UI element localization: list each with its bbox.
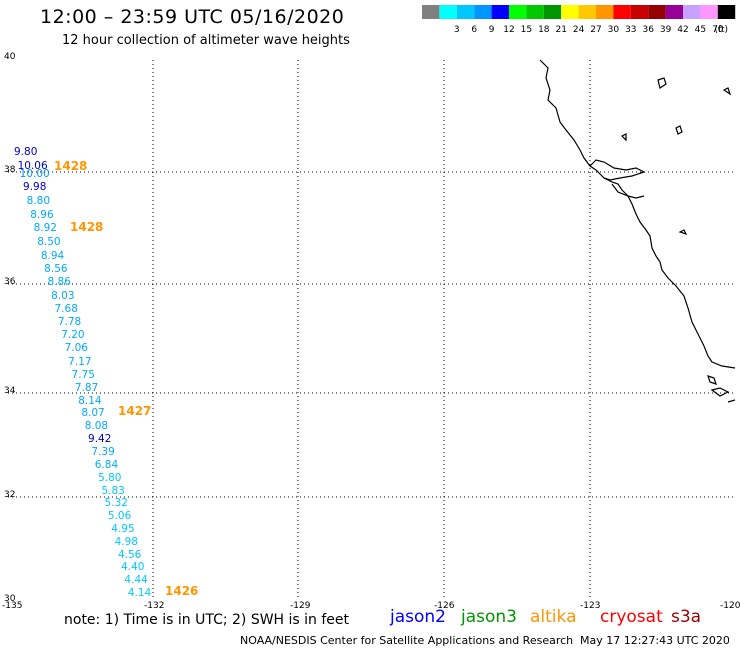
legend-swatch [509, 5, 527, 19]
legend-tick-label: 12 [503, 25, 514, 35]
wave-height-value: 4.44 [124, 574, 148, 586]
legend-tick-label: 21 [555, 25, 566, 35]
wave-height-value: 9.80 [14, 146, 38, 158]
wave-height-value: 8.50 [37, 236, 61, 248]
credit-text: NOAA/NESDIS Center for Satellite Applica… [240, 634, 574, 647]
wave-height-value: 8.86 [47, 276, 71, 288]
legend-unit: (ft) [714, 25, 728, 35]
wave-height-value: 4.95 [111, 523, 135, 535]
wave-height-value: 8.03 [51, 290, 75, 302]
legend-tick-label: 70 [712, 25, 724, 35]
longitude-label: -129 [290, 601, 311, 611]
page-subtitle: 12 hour collection of altimeter wave hei… [62, 33, 350, 48]
wave-height-value: 4.56 [117, 549, 142, 561]
wave-height-value: 8.80 [26, 195, 51, 207]
legend-swatch [439, 5, 457, 19]
satellite-label-jason2: jason2 [390, 607, 446, 627]
latitude-label: 38 [4, 165, 16, 175]
legend-tick-label: 30 [608, 25, 620, 35]
wave-height-value: 8.14 [78, 395, 102, 407]
legend-swatch [526, 5, 544, 19]
legend-swatch [596, 5, 614, 19]
legend-swatch [456, 5, 475, 19]
footer-note: note: 1) Time is in UTC; 2) SWH is in fe… [64, 612, 350, 628]
wave-height-value: 5.06 [107, 510, 132, 522]
satellite-label-s3a: s3a [671, 607, 702, 627]
satellite-label-cryosat: cryosat [600, 607, 663, 627]
wave-height-value: 7.17 [68, 356, 92, 368]
legend-swatch [543, 5, 562, 19]
longitude-label: -126 [434, 601, 455, 611]
legend-swatch [700, 5, 718, 19]
legend-tick-label: 45 [695, 25, 706, 35]
pass-time-label: 1426 [165, 584, 199, 598]
wave-height-value: 5.32 [104, 497, 128, 509]
latitude-label: 32 [4, 490, 16, 500]
legend-tick-label: 33 [625, 25, 636, 35]
wave-height-value: 7.75 [71, 369, 95, 381]
wave-height-value: 8.08 [84, 420, 109, 432]
latitude-label: 30 [4, 594, 16, 604]
wave-height-value: 8.96 [30, 209, 54, 221]
wave-height-value: 5.80 [98, 472, 122, 484]
longitude-label: -132 [144, 601, 165, 611]
legend-tick-label: 15 [521, 25, 532, 35]
wave-height-value: 5.83 [101, 485, 125, 497]
legend-swatch [665, 5, 683, 19]
longitude-label: -123 [580, 601, 601, 611]
legend-tick-label: 3 [454, 25, 460, 35]
wave-height-value: 7.20 [61, 329, 85, 341]
legend-tick-label: 36 [642, 25, 654, 35]
wave-height-value: 8.92 [33, 222, 57, 234]
generation-timestamp: May 17 12:27:43 UTC 2020 [580, 634, 730, 647]
legend-swatch [422, 5, 440, 19]
legend-swatch [491, 5, 509, 19]
wave-height-value: 4.14 [127, 587, 152, 599]
wave-height-value: 8.94 [40, 250, 65, 262]
legend-tick-label: 9 [489, 25, 495, 35]
wave-height-value: 9.98 [23, 181, 47, 193]
legend-swatch [613, 5, 631, 19]
legend-swatch [683, 5, 701, 19]
legend-tick-label: 27 [590, 25, 601, 35]
legend-swatch [717, 5, 736, 19]
satellite-label-altika: altika [530, 607, 577, 627]
wave-height-value: 10.00 [19, 168, 50, 180]
wave-height-value: 6.84 [94, 459, 119, 471]
coastline [539, 59, 736, 403]
wave-height-value: 7.78 [57, 316, 82, 328]
wave-height-value: 8.56 [44, 263, 68, 275]
wave-height-value: 9.42 [88, 433, 112, 445]
pass-time-label: 1428 [70, 220, 104, 234]
satellite-label-jason3: jason3 [461, 607, 517, 627]
longitude-label: -135 [2, 601, 23, 611]
color-legend: 3 6 9 12 15 18 21 24 27 30 33 36 39 42 45 70(ft) [422, 5, 736, 35]
legend-tick-label: 6 [471, 25, 477, 35]
wave-height-value: 7.06 [64, 342, 88, 354]
page-title: 12:00 – 23:59 UTC 05/16/2020 [40, 6, 345, 28]
latitude-label: 40 [4, 52, 16, 62]
wave-height-value: 7.87 [74, 382, 99, 394]
wave-height-value: 4.40 [121, 561, 145, 573]
latitude-label: 36 [4, 277, 16, 287]
wave-height-value: 4.98 [114, 536, 138, 548]
legend-tick-label: 18 [538, 25, 550, 35]
legend-swatch [630, 5, 649, 19]
legend-swatch [561, 5, 579, 19]
wave-height-value: 7.39 [91, 446, 115, 458]
longitude-label: -120 [720, 601, 740, 611]
latitude-label: 34 [4, 386, 16, 396]
wave-height-value: 10.06 [17, 160, 48, 172]
legend-swatch [578, 5, 596, 19]
legend-swatch [474, 5, 492, 19]
legend-tick-label: 39 [660, 25, 672, 35]
legend-tick-label: 24 [573, 25, 585, 35]
wave-height-value: 8.07 [81, 407, 105, 419]
pass-time-label: 1427 [118, 404, 152, 418]
wave-height-value: 7.68 [54, 303, 78, 315]
pass-time-label: 1428 [54, 159, 88, 173]
legend-tick-label: 42 [677, 25, 688, 35]
legend-swatch [648, 5, 666, 19]
